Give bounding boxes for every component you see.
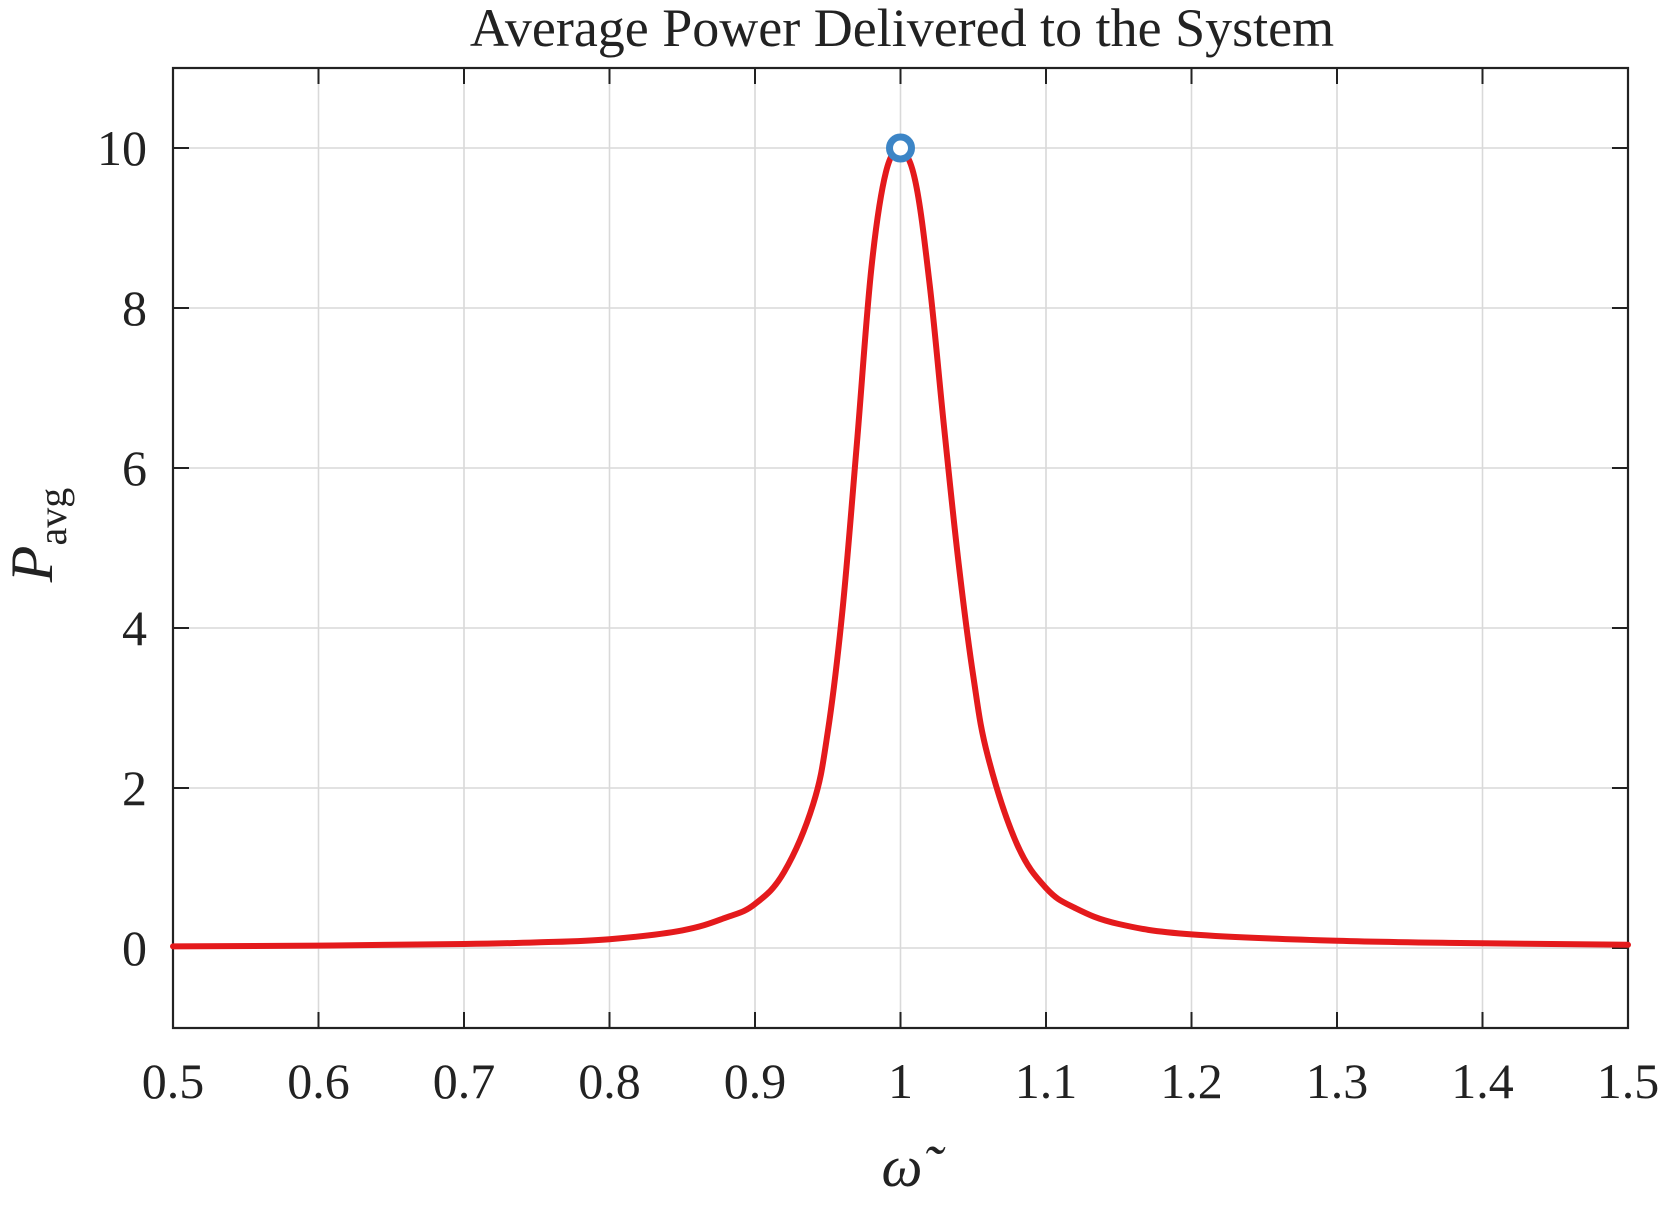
x-tick-label: 0.6 bbox=[287, 1053, 350, 1109]
x-tick-label: 1.1 bbox=[1015, 1053, 1078, 1109]
x-tick-label: 1 bbox=[888, 1053, 913, 1109]
x-tick-label: 1.3 bbox=[1306, 1053, 1369, 1109]
x-tick-label: 0.9 bbox=[724, 1053, 787, 1109]
x-tick-label: 0.7 bbox=[433, 1053, 496, 1109]
peak-marker bbox=[886, 133, 915, 163]
chart-title: Average Power Delivered to the System bbox=[470, 0, 1334, 58]
x-tick-label: 0.8 bbox=[578, 1053, 641, 1109]
y-tick-label: 10 bbox=[97, 120, 147, 176]
grid bbox=[172, 68, 1629, 1028]
y-tick-label: 8 bbox=[122, 280, 147, 336]
x-tick-label: 0.5 bbox=[142, 1053, 205, 1109]
x-tick-label: 1.4 bbox=[1451, 1053, 1514, 1109]
y-axis-label: Pavg bbox=[0, 488, 75, 583]
plot-area-border bbox=[171, 66, 1630, 1030]
marker-layer bbox=[886, 133, 915, 163]
y-axis-label-main: P bbox=[0, 546, 65, 584]
y-tick-label: 6 bbox=[122, 440, 147, 496]
y-tick-label: 2 bbox=[122, 760, 147, 816]
x-tick-label: 1.5 bbox=[1597, 1053, 1660, 1109]
x-axis-label: ω̃ bbox=[882, 1134, 946, 1199]
y-tick-labels: 0 2 4 6 8 10 bbox=[97, 120, 147, 976]
x-tick-label: 1.2 bbox=[1160, 1053, 1223, 1109]
y-axis-label-subscript: avg bbox=[30, 488, 75, 546]
x-tick-labels: 0.5 0.6 0.7 0.8 0.9 1 1.1 1.2 1.3 1.4 1.5 bbox=[142, 1053, 1660, 1109]
y-tick-label: 0 bbox=[122, 920, 147, 976]
y-tick-label: 4 bbox=[122, 600, 147, 656]
